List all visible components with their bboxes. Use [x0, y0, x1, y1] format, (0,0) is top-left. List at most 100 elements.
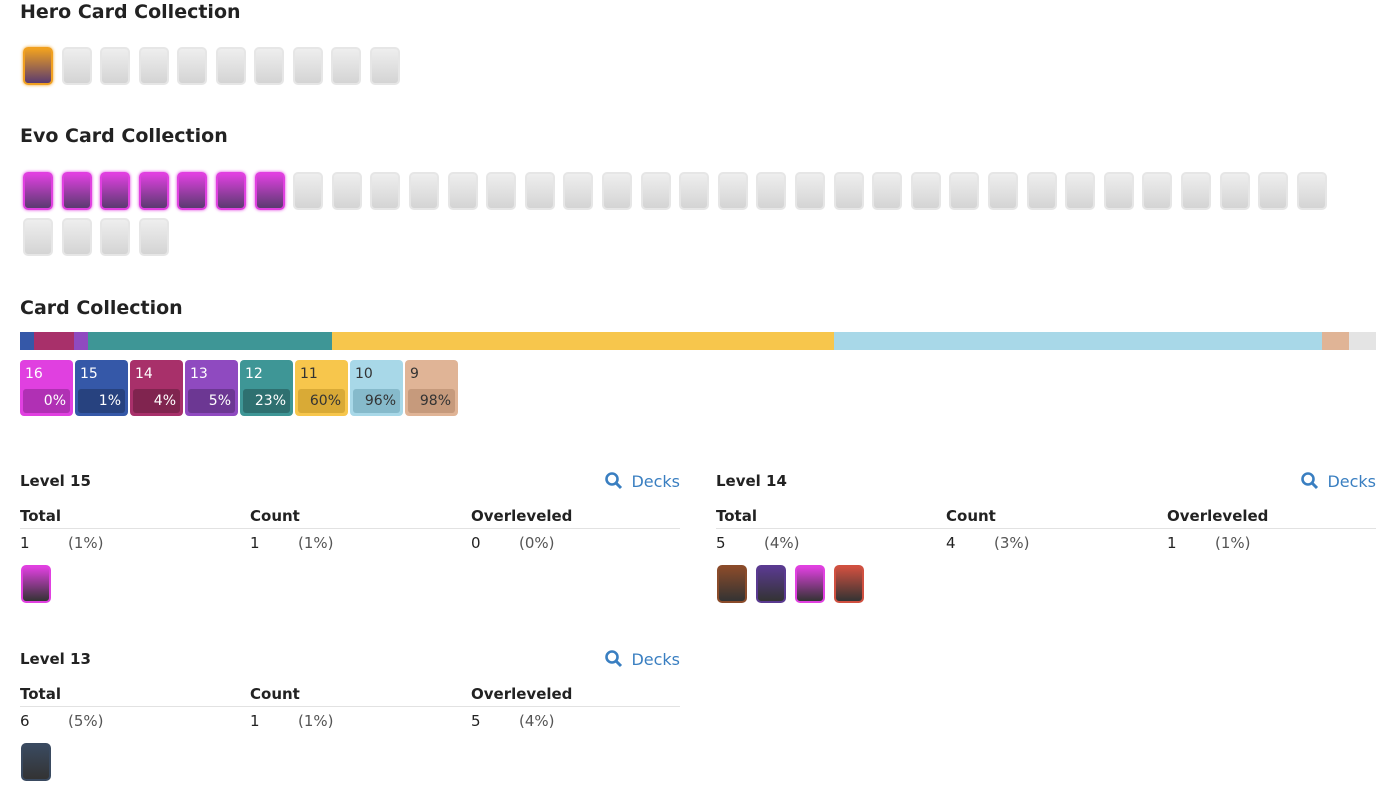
evo-title: Evo Card Collection	[20, 125, 228, 147]
cell-count: 5	[471, 712, 481, 730]
card-icon	[1296, 172, 1327, 210]
card-icon	[1181, 172, 1211, 210]
card-icon	[640, 172, 671, 210]
cell-count: 6	[20, 712, 30, 730]
card-icon	[602, 172, 632, 210]
level-percent: 23%	[243, 389, 290, 413]
card-icon	[293, 172, 324, 210]
cell-percent: (0%)	[519, 534, 555, 552]
level-legend: 16 0%	[20, 360, 73, 416]
level-legend: 14 4%	[130, 360, 183, 416]
level-percent: 96%	[353, 389, 400, 413]
table-title: Level 15	[20, 472, 91, 490]
search-icon	[605, 650, 623, 668]
cell-percent: (1%)	[68, 534, 104, 552]
card-icon	[756, 565, 786, 603]
column-header: Total	[716, 507, 757, 525]
decks-link[interactable]: Decks	[605, 650, 680, 669]
column-header: Total	[20, 507, 61, 525]
card-icon	[138, 218, 169, 256]
card-icon	[100, 172, 131, 210]
cell-percent: (5%)	[68, 712, 104, 730]
decks-link[interactable]: Decks	[605, 472, 680, 491]
column-header: Count	[250, 685, 300, 703]
card-icon	[254, 172, 285, 210]
card-icon	[795, 565, 825, 603]
cell-count: 4	[946, 534, 956, 552]
bar-segment	[833, 332, 1322, 350]
card-icon	[370, 172, 401, 210]
card-icon	[23, 172, 53, 210]
card-icon	[254, 47, 284, 85]
bar-segment	[1321, 332, 1349, 350]
card-icon	[447, 172, 478, 210]
card-icon	[409, 172, 439, 210]
search-icon	[1301, 472, 1319, 490]
column-header: Overleveled	[471, 685, 573, 703]
cell-percent: (1%)	[1215, 534, 1251, 552]
bar-segment	[331, 332, 834, 350]
card-icon	[834, 565, 864, 603]
card-icon	[215, 47, 246, 85]
cell-percent: (3%)	[994, 534, 1030, 552]
card-icon	[23, 218, 53, 256]
card-icon	[138, 47, 169, 85]
card-icon	[21, 743, 51, 781]
card-icon	[524, 172, 555, 210]
bar-segment	[74, 332, 88, 350]
card-icon	[872, 172, 903, 210]
card-icon	[717, 172, 748, 210]
level-percent: 5%	[188, 389, 235, 413]
column-header: Count	[946, 507, 996, 525]
decks-link[interactable]: Decks	[1301, 472, 1376, 491]
card-icon	[369, 47, 400, 85]
table-title: Level 14	[716, 472, 787, 490]
level-legend: 10 96%	[350, 360, 403, 416]
cell-percent: (4%)	[764, 534, 800, 552]
card-icon	[910, 172, 941, 210]
card-icon	[1142, 172, 1173, 210]
level-legend: 11 60%	[295, 360, 348, 416]
level-percent: 0%	[23, 389, 70, 413]
bar-segment	[33, 332, 75, 350]
cell-percent: (1%)	[298, 712, 334, 730]
card-icon	[216, 172, 246, 210]
card-icon	[21, 565, 51, 603]
level-number: 12	[245, 366, 263, 382]
card-icon	[756, 172, 787, 210]
level-percent: 60%	[298, 389, 345, 413]
header-rule	[20, 706, 680, 707]
cell-percent: (1%)	[298, 534, 334, 552]
header-rule	[20, 528, 680, 529]
card-icon	[1065, 172, 1096, 210]
column-header: Total	[20, 685, 61, 703]
table-title: Level 13	[20, 650, 91, 668]
level-table: Level 14 Decks Total 5 (4%) Count 4 (3%) Overlev…	[716, 472, 1376, 612]
level-percent: 4%	[133, 389, 180, 413]
column-header: Count	[250, 507, 300, 525]
level-legend: 13 5%	[185, 360, 238, 416]
level-percent: 98%	[408, 389, 455, 413]
level-number: 16	[25, 366, 43, 382]
level-number: 11	[300, 366, 318, 382]
header-rule	[716, 528, 1376, 529]
card-icon	[679, 172, 710, 210]
cell-count: 1	[250, 534, 260, 552]
level-legend: 9 98%	[405, 360, 458, 416]
level-percent: 1%	[78, 389, 125, 413]
card-icon	[1258, 172, 1289, 210]
level-legend: 12 23%	[240, 360, 293, 416]
level-number: 14	[135, 366, 153, 382]
cell-count: 1	[1167, 534, 1177, 552]
bar-segment	[20, 332, 34, 350]
cell-count: 1	[20, 534, 30, 552]
level-number: 9	[410, 366, 419, 382]
card-icon	[833, 172, 864, 210]
card-icon	[61, 47, 92, 85]
card-icon	[988, 172, 1018, 210]
level-table: Level 13 Decks Total 6 (5%) Count 1 (1%) Overlev…	[20, 650, 680, 790]
card-icon	[61, 172, 92, 210]
card-icon	[331, 47, 361, 85]
cell-count: 5	[716, 534, 726, 552]
